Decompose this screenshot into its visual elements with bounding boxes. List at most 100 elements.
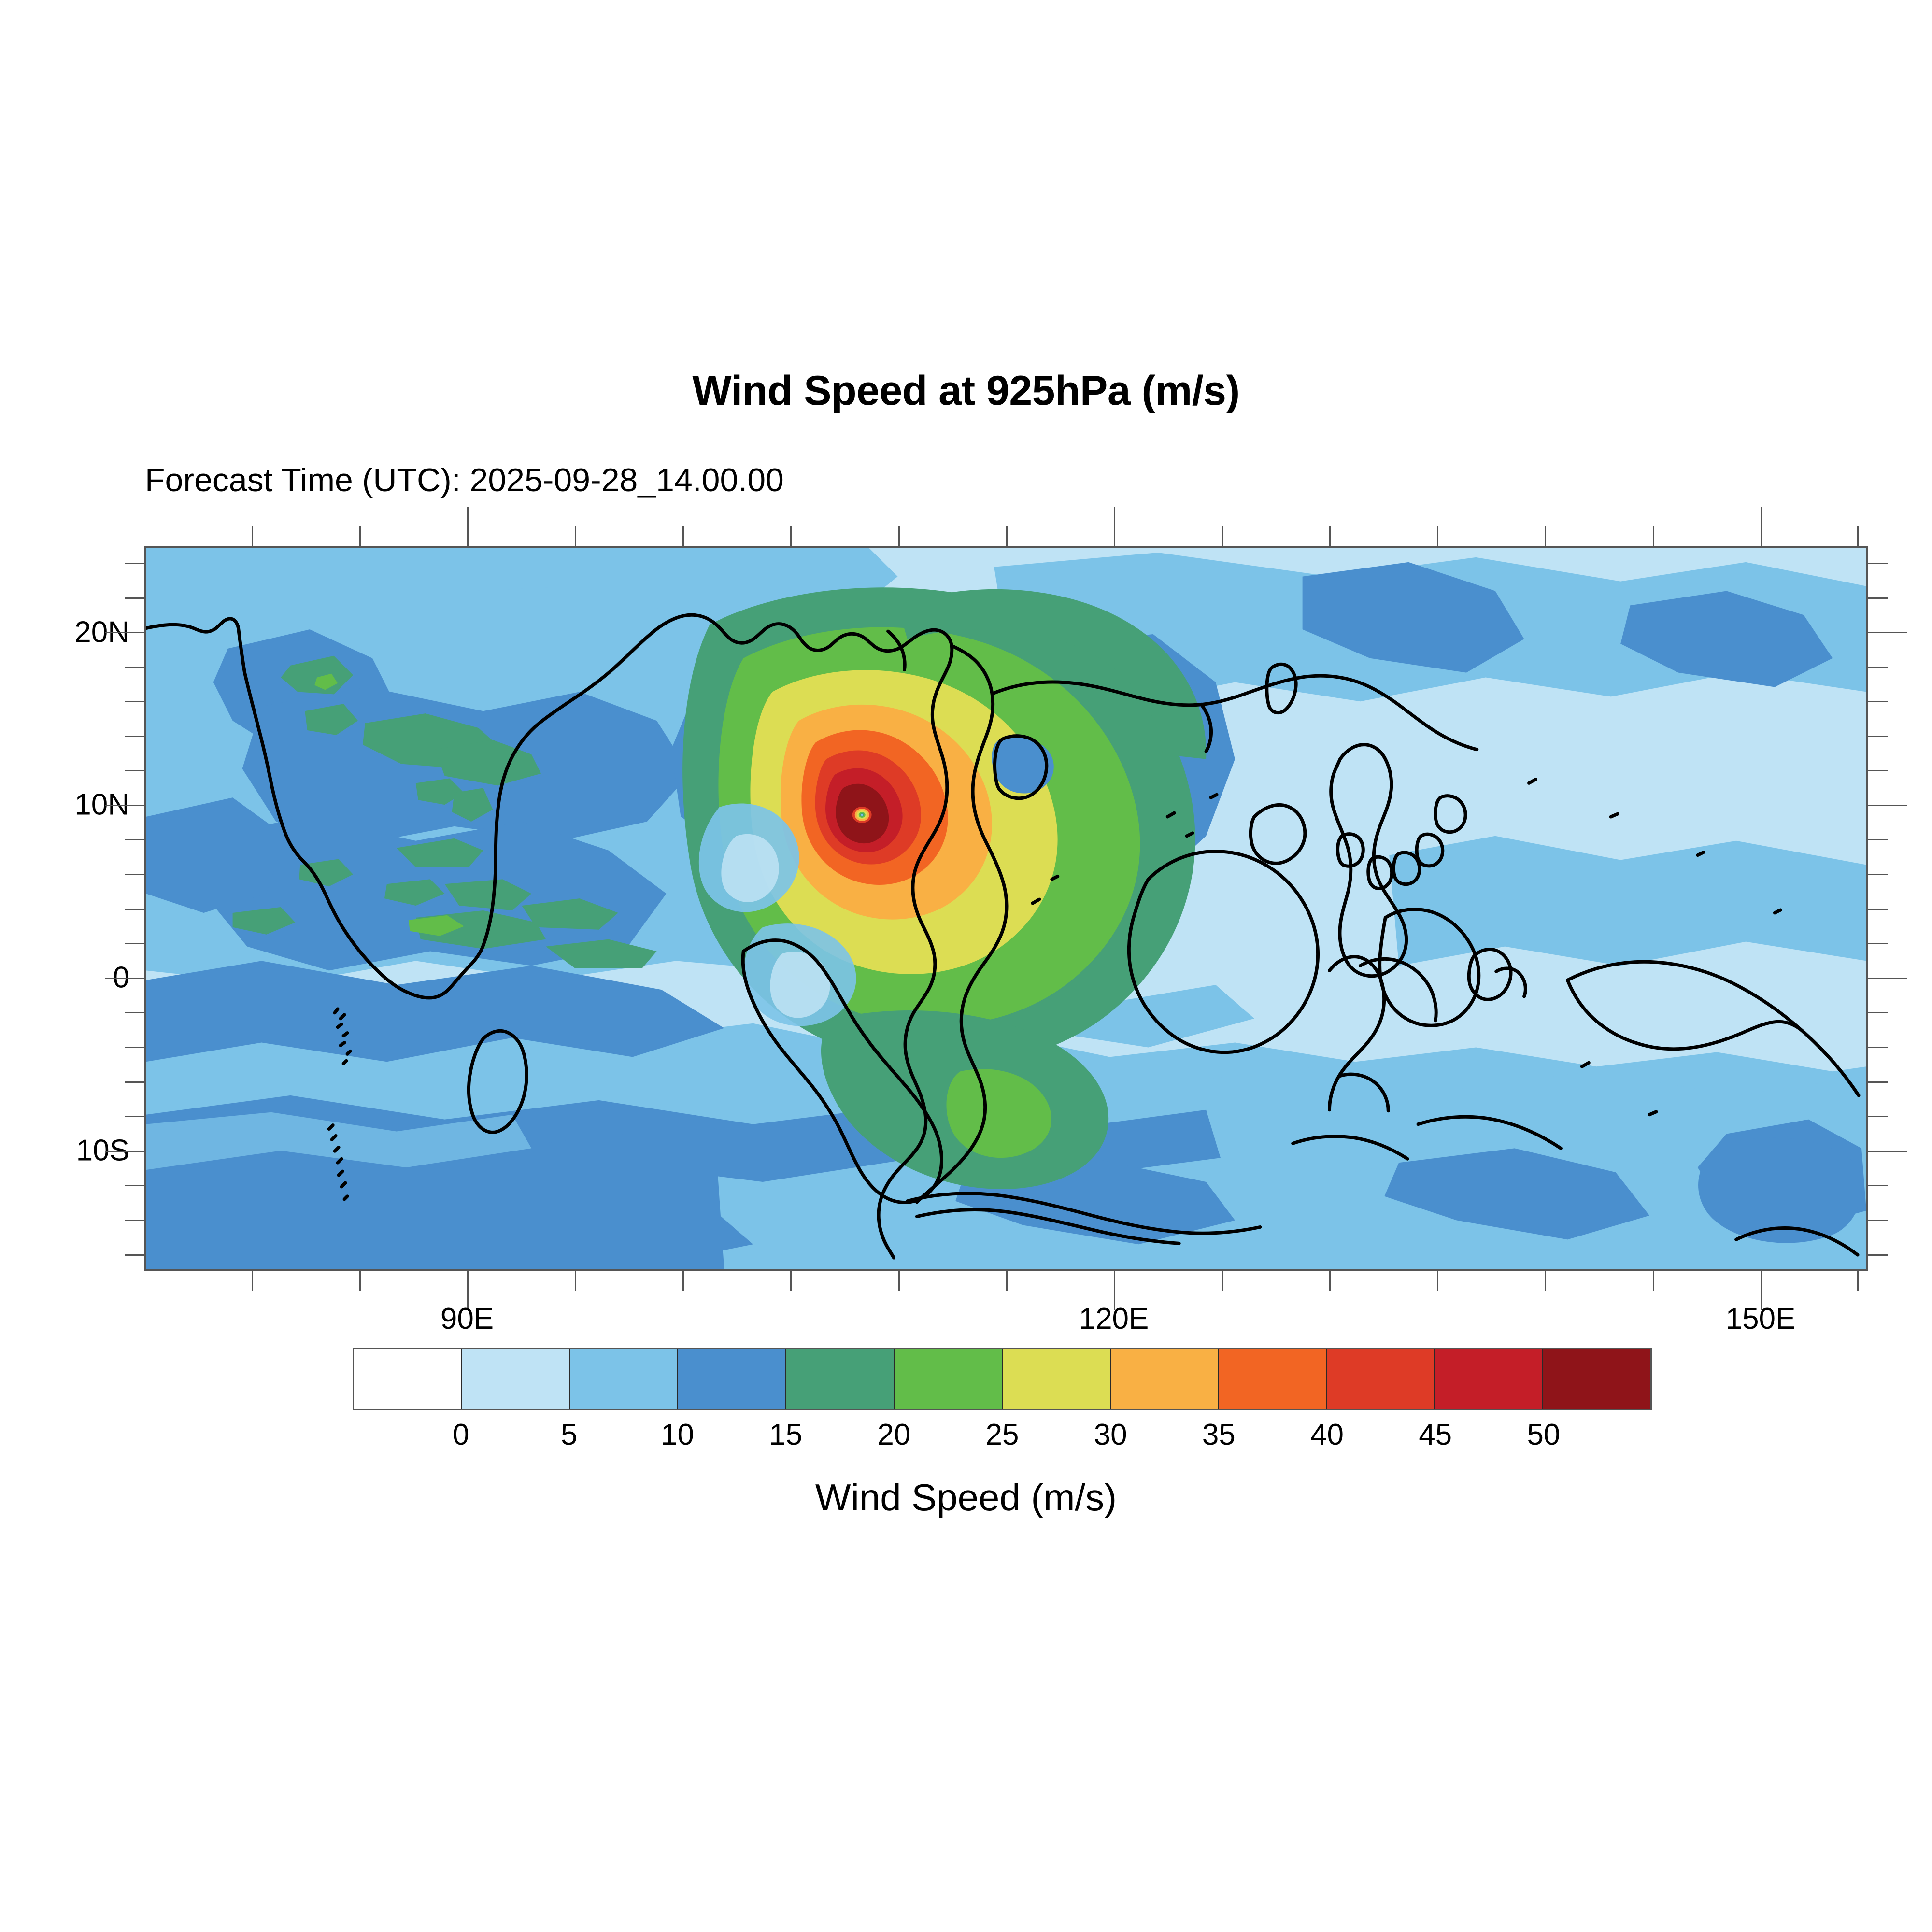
colorbar-tick-label-25: 25 bbox=[985, 1418, 1019, 1451]
x-minor-tick-top bbox=[1222, 526, 1223, 546]
colorbar[interactable] bbox=[353, 1348, 1652, 1410]
x-minor-tick-top bbox=[359, 526, 361, 546]
wind-speed-map[interactable] bbox=[144, 546, 1868, 1271]
x-minor-tick-top bbox=[1545, 526, 1546, 546]
colorbar-tick-label-30: 30 bbox=[1094, 1418, 1127, 1451]
y-major-tick-right bbox=[1868, 978, 1907, 979]
y-minor-tick-right bbox=[1868, 1081, 1888, 1083]
colorbar-tick-label-10: 10 bbox=[661, 1418, 694, 1451]
y-minor-tick bbox=[125, 1047, 144, 1048]
y-minor-tick-right bbox=[1868, 597, 1888, 599]
y-minor-tick bbox=[125, 1116, 144, 1117]
y-minor-tick-right bbox=[1868, 1012, 1888, 1013]
y-minor-tick-right bbox=[1868, 770, 1888, 771]
x-tick-label-150e: 150E bbox=[1725, 1302, 1796, 1335]
x-major-tick-top bbox=[467, 507, 469, 546]
colorbar-tick-label-40: 40 bbox=[1310, 1418, 1344, 1451]
x-minor-tick-top bbox=[1857, 526, 1859, 546]
colorbar-tick-label-35: 35 bbox=[1202, 1418, 1236, 1451]
y-axis: 20N 10N 0 10S bbox=[0, 546, 129, 1271]
y-minor-tick-right bbox=[1868, 874, 1888, 875]
x-major-tick-top bbox=[1761, 507, 1762, 546]
x-tick-label-90e: 90E bbox=[440, 1302, 494, 1335]
x-minor-tick bbox=[1329, 1271, 1331, 1291]
y-minor-tick bbox=[125, 667, 144, 668]
y-minor-tick-right bbox=[1868, 563, 1888, 564]
colorbar-swatch bbox=[1543, 1349, 1650, 1409]
y-minor-tick-right bbox=[1868, 1047, 1888, 1048]
colorbar-tick-label-5: 5 bbox=[561, 1418, 578, 1451]
x-axis: 90E 120E 150E bbox=[144, 1302, 1868, 1345]
x-minor-tick-top bbox=[1329, 526, 1331, 546]
x-minor-tick bbox=[1006, 1271, 1008, 1291]
x-minor-tick-top bbox=[790, 526, 792, 546]
colorbar-tick-label-45: 45 bbox=[1419, 1418, 1452, 1451]
x-minor-tick bbox=[1653, 1271, 1654, 1291]
colorbar-swatch bbox=[1219, 1349, 1327, 1409]
x-major-tick bbox=[467, 1271, 469, 1310]
x-major-tick bbox=[1114, 1271, 1115, 1310]
x-minor-tick bbox=[1857, 1271, 1859, 1291]
x-major-tick bbox=[1761, 1271, 1762, 1310]
y-minor-tick bbox=[125, 1220, 144, 1221]
colorbar-tick-label-0: 0 bbox=[452, 1418, 469, 1451]
y-minor-tick bbox=[125, 943, 144, 944]
x-minor-tick bbox=[682, 1271, 684, 1291]
x-minor-tick-top bbox=[575, 526, 576, 546]
colorbar-swatch bbox=[354, 1349, 462, 1409]
y-minor-tick-right bbox=[1868, 909, 1888, 910]
x-major-tick-top bbox=[1114, 507, 1115, 546]
x-minor-tick-top bbox=[252, 526, 253, 546]
x-minor-tick bbox=[898, 1271, 900, 1291]
y-minor-tick bbox=[125, 1012, 144, 1013]
colorbar-axis-title: Wind Speed (m/s) bbox=[815, 1476, 1117, 1519]
x-minor-tick bbox=[359, 1271, 361, 1291]
x-minor-tick-top bbox=[898, 526, 900, 546]
y-major-tick bbox=[105, 1151, 144, 1152]
y-minor-tick-right bbox=[1868, 839, 1888, 840]
y-tick-label-10s: 10S bbox=[76, 1134, 129, 1167]
x-minor-tick bbox=[575, 1271, 576, 1291]
x-minor-tick bbox=[252, 1271, 253, 1291]
colorbar-swatch bbox=[1435, 1349, 1544, 1409]
y-minor-tick bbox=[125, 1185, 144, 1186]
y-minor-tick bbox=[125, 736, 144, 737]
contour-field bbox=[146, 548, 1866, 1269]
y-minor-tick bbox=[125, 770, 144, 771]
y-major-tick bbox=[105, 978, 144, 979]
y-major-tick-right bbox=[1868, 632, 1907, 633]
y-major-tick-right bbox=[1868, 1151, 1907, 1152]
y-minor-tick-right bbox=[1868, 1220, 1888, 1221]
y-minor-tick-right bbox=[1868, 1185, 1888, 1186]
colorbar-swatch bbox=[895, 1349, 1003, 1409]
x-tick-label-120e: 120E bbox=[1079, 1302, 1149, 1335]
y-major-tick bbox=[105, 805, 144, 806]
y-minor-tick bbox=[125, 597, 144, 599]
colorbar-swatch bbox=[1110, 1349, 1219, 1409]
y-minor-tick bbox=[125, 701, 144, 702]
y-major-tick-right bbox=[1868, 805, 1907, 806]
y-minor-tick bbox=[125, 563, 144, 564]
x-minor-tick bbox=[1437, 1271, 1438, 1291]
colorbar-swatch bbox=[786, 1349, 895, 1409]
colorbar-swatch bbox=[1002, 1349, 1111, 1409]
colorbar-swatch bbox=[1327, 1349, 1435, 1409]
x-minor-tick-top bbox=[682, 526, 684, 546]
y-major-tick bbox=[105, 632, 144, 633]
x-minor-tick-top bbox=[1437, 526, 1438, 546]
colorbar-swatch bbox=[570, 1349, 679, 1409]
forecast-time-subtitle: Forecast Time (UTC): 2025-09-28_14.00.00 bbox=[145, 462, 784, 498]
colorbar-tick-label-50: 50 bbox=[1527, 1418, 1561, 1451]
x-minor-tick bbox=[1545, 1271, 1546, 1291]
y-minor-tick-right bbox=[1868, 943, 1888, 944]
y-minor-tick-right bbox=[1868, 701, 1888, 702]
x-minor-tick-top bbox=[1653, 526, 1654, 546]
y-minor-tick-right bbox=[1868, 1254, 1888, 1256]
colorbar-tick-label-15: 15 bbox=[769, 1418, 803, 1451]
colorbar-tick-label-20: 20 bbox=[877, 1418, 911, 1451]
x-minor-tick-top bbox=[1006, 526, 1008, 546]
x-minor-tick bbox=[790, 1271, 792, 1291]
y-minor-tick bbox=[125, 874, 144, 875]
colorbar-swatch bbox=[462, 1349, 570, 1409]
